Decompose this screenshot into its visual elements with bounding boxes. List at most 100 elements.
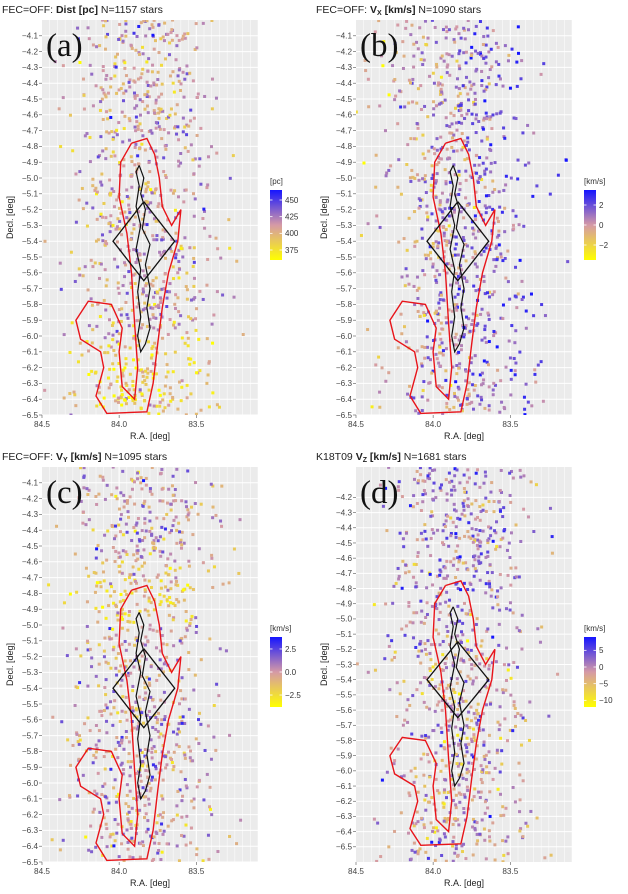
star-point — [513, 576, 517, 580]
star-point — [451, 822, 455, 826]
star-point — [444, 116, 448, 120]
star-point — [97, 739, 101, 743]
star-point — [503, 256, 507, 260]
star-point — [195, 133, 199, 137]
star-point — [115, 198, 119, 202]
star-point — [502, 813, 506, 817]
star-point — [57, 107, 61, 111]
star-point — [154, 372, 158, 376]
star-point — [116, 756, 120, 760]
star-point — [465, 724, 469, 728]
star-point — [173, 208, 177, 212]
star-point — [186, 469, 190, 473]
star-point — [391, 601, 395, 605]
star-point — [79, 467, 83, 470]
star-point — [173, 488, 177, 492]
star-point — [401, 723, 405, 727]
star-point — [197, 778, 201, 782]
star-point — [458, 555, 462, 559]
star-point — [209, 757, 213, 761]
star-point — [139, 779, 143, 783]
star-point — [107, 604, 111, 608]
star-point — [472, 82, 476, 86]
star-point — [521, 131, 525, 135]
star-point — [164, 256, 168, 260]
star-point — [110, 130, 114, 134]
star-point — [447, 744, 451, 748]
star-point — [195, 847, 199, 851]
star-point — [137, 52, 141, 56]
star-point — [124, 263, 128, 267]
y-tick-label: −4.1 — [22, 32, 39, 41]
star-point — [499, 316, 503, 320]
star-point — [474, 69, 478, 73]
star-point — [499, 252, 503, 256]
star-point — [487, 663, 491, 667]
star-point — [127, 610, 131, 614]
star-point — [522, 224, 526, 228]
star-point — [120, 233, 124, 237]
star-point — [459, 792, 463, 796]
star-point — [506, 835, 510, 839]
y-tick-label: −5.0 — [22, 621, 39, 630]
star-point — [171, 395, 175, 399]
star-point — [454, 525, 458, 529]
star-point — [413, 303, 417, 307]
star-point — [125, 718, 129, 722]
star-point — [527, 738, 531, 742]
star-point — [180, 833, 184, 837]
star-point — [457, 192, 461, 196]
star-point — [130, 539, 134, 543]
star-point — [178, 267, 182, 271]
star-point — [378, 483, 382, 487]
star-point — [198, 157, 202, 161]
star-point — [459, 103, 463, 107]
star-point — [484, 857, 488, 861]
star-point — [422, 380, 426, 384]
star-point — [95, 792, 99, 796]
star-point — [448, 598, 452, 602]
star-point — [407, 216, 411, 220]
star-point — [141, 786, 145, 790]
star-point — [43, 239, 47, 243]
star-point — [158, 288, 162, 292]
star-point — [491, 207, 495, 211]
star-point — [197, 337, 201, 341]
y-tick-label: −5.7 — [22, 284, 39, 293]
star-point — [498, 489, 502, 493]
star-point — [144, 182, 148, 186]
star-point — [163, 144, 167, 148]
star-point — [471, 588, 475, 592]
star-point — [424, 42, 428, 46]
star-point — [88, 647, 92, 651]
star-point — [488, 839, 492, 843]
star-point — [104, 678, 108, 682]
star-point — [141, 370, 145, 374]
star-point — [157, 125, 161, 129]
star-point — [462, 335, 466, 339]
star-point — [434, 219, 438, 223]
star-point — [182, 751, 186, 755]
star-point — [141, 100, 145, 104]
star-point — [127, 810, 131, 814]
star-point — [464, 379, 468, 383]
star-point — [162, 537, 166, 541]
star-point — [471, 825, 475, 829]
star-point — [239, 818, 243, 822]
star-point — [423, 174, 427, 178]
star-point — [145, 60, 149, 64]
star-point — [424, 734, 428, 738]
star-point — [435, 148, 439, 152]
star-point — [98, 44, 102, 48]
star-point — [458, 272, 462, 276]
star-point — [478, 578, 482, 582]
y-tick-label: −4.5 — [22, 95, 39, 104]
star-point — [440, 341, 444, 345]
star-point — [453, 295, 457, 299]
star-point — [454, 235, 458, 239]
star-point — [112, 394, 116, 398]
star-point — [484, 591, 488, 595]
star-point — [136, 795, 140, 799]
star-point — [478, 373, 482, 377]
star-point — [96, 238, 100, 242]
